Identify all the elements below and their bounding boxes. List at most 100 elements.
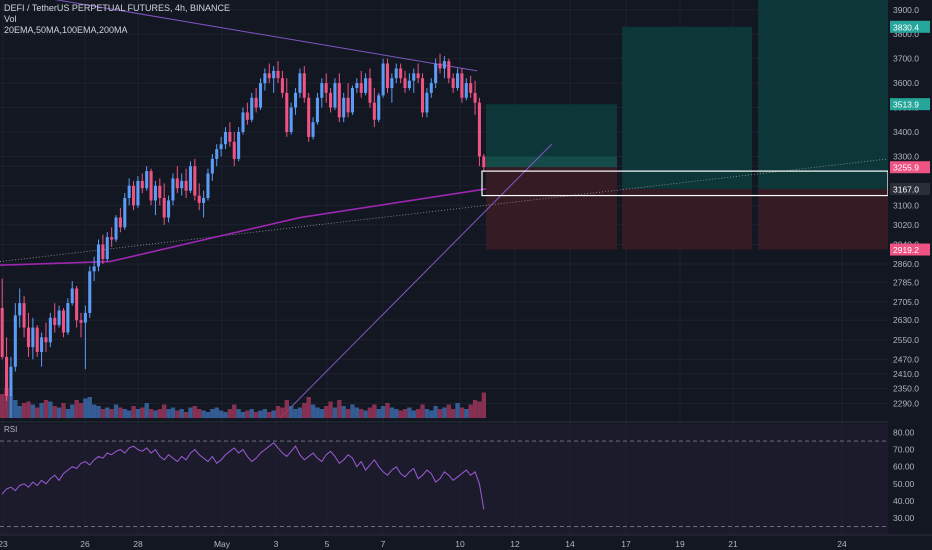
candle[interactable] [53,317,57,326]
candle[interactable] [372,102,376,120]
candle[interactable] [337,83,341,118]
candle[interactable] [245,112,249,120]
symbol-legend[interactable]: DEFI / TetherUS PERPETUAL FUTURES, 4h, B… [4,3,231,13]
rsi-line[interactable] [1,442,485,510]
candle[interactable] [215,149,219,159]
indicators-legend[interactable]: 20EMA,50MA,100EMA,200MA [4,25,128,35]
candle[interactable] [403,78,407,88]
candle[interactable] [193,166,197,196]
candle[interactable] [272,70,276,79]
volume-legend[interactable]: Vol [4,14,17,24]
candle[interactable] [228,132,232,142]
candle[interactable] [364,78,368,93]
candle[interactable] [342,97,346,118]
price-label-tag[interactable] [890,161,930,174]
price-label-tag[interactable] [890,182,930,195]
candle[interactable] [289,107,293,132]
candle[interactable] [175,178,179,189]
candle[interactable] [280,78,284,93]
candle[interactable] [5,356,9,396]
candle[interactable] [149,171,153,201]
candle[interactable] [88,271,92,313]
candle[interactable] [377,95,381,120]
candle[interactable] [250,97,254,120]
candle[interactable] [206,173,210,198]
candle[interactable] [381,63,385,96]
candle[interactable] [123,198,127,228]
candle[interactable] [333,83,337,108]
candle[interactable] [22,303,26,328]
candle[interactable] [394,68,398,79]
candle[interactable] [0,308,4,357]
stop-zone[interactable] [758,188,888,250]
candle[interactable] [434,63,438,84]
candle[interactable] [368,78,372,103]
target-zone[interactable] [758,0,888,189]
candle[interactable] [145,171,149,189]
candle[interactable] [473,92,477,103]
candle[interactable] [294,92,298,108]
candle[interactable] [70,288,74,304]
stop-zone[interactable] [486,167,617,250]
candle[interactable] [315,97,319,123]
candle[interactable] [162,198,166,218]
candle[interactable] [276,70,280,79]
rsi-legend[interactable]: RSI [4,425,18,434]
candle[interactable] [158,185,162,198]
candle[interactable] [223,132,228,145]
candle[interactable] [320,83,324,98]
candle[interactable] [425,92,429,113]
channel-line[interactable] [0,0,478,72]
candle[interactable] [298,73,302,93]
candle[interactable] [420,78,425,113]
candle[interactable] [75,288,79,321]
target-zone[interactable] [622,26,752,189]
stop-zone[interactable] [622,188,752,250]
candle[interactable] [153,185,157,201]
candle[interactable] [171,178,175,201]
candle[interactable] [197,195,201,203]
candle[interactable] [350,88,354,113]
candle[interactable] [416,73,420,79]
candle[interactable] [355,83,359,88]
channel-line[interactable] [279,143,553,419]
candle[interactable] [202,198,206,203]
candle[interactable] [40,337,44,352]
candle[interactable] [482,156,486,168]
candle[interactable] [429,83,433,93]
candle[interactable] [101,244,105,260]
candle[interactable] [167,200,171,218]
candle[interactable] [61,310,66,333]
candle[interactable] [258,83,263,108]
candle[interactable] [44,337,48,343]
candle[interactable] [237,132,241,159]
candle[interactable] [241,112,245,132]
candle[interactable] [263,73,267,84]
candle[interactable] [329,92,333,108]
candle[interactable] [188,166,192,191]
candle[interactable] [127,185,131,198]
candle[interactable] [447,61,451,79]
candle[interactable] [9,366,13,396]
candle[interactable] [26,327,30,348]
candle[interactable] [464,83,468,98]
candle[interactable] [460,73,464,98]
candle[interactable] [469,83,473,93]
price-axis[interactable] [888,0,932,550]
candle[interactable] [118,217,122,228]
candle[interactable] [210,158,214,174]
candle[interactable] [254,97,258,108]
candle[interactable] [140,180,144,189]
candle[interactable] [324,83,328,93]
candle[interactable] [307,97,311,137]
candle[interactable] [451,78,455,88]
candle[interactable] [285,92,289,132]
candle[interactable] [18,303,22,316]
ema-line[interactable] [0,188,487,267]
candle[interactable] [13,315,17,367]
candle[interactable] [114,217,118,240]
candle[interactable] [48,317,52,343]
candle[interactable] [180,180,184,189]
candle[interactable] [110,237,114,240]
candle[interactable] [438,63,442,69]
